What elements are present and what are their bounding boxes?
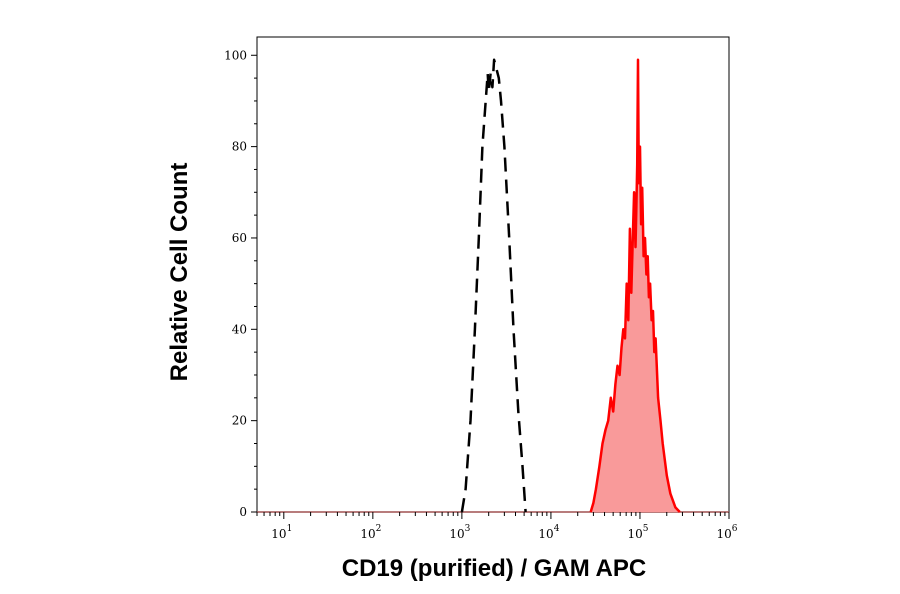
- control-histogram-line: [460, 58, 527, 513]
- y-tick-label: 0: [239, 505, 247, 519]
- sample-histogram-line: [589, 58, 681, 513]
- x-axis: 101 102 103 104 105 106: [256, 512, 738, 541]
- x-tick-label: 106: [716, 524, 737, 541]
- x-tick-label: 104: [538, 524, 559, 541]
- x-tick-label: 105: [627, 524, 648, 541]
- series-layer: [257, 58, 729, 513]
- x-axis-title: CD19 (purified) / GAM APC: [342, 555, 646, 582]
- x-tick-label: 103: [449, 524, 470, 541]
- y-tick-label: 20: [232, 414, 247, 428]
- y-tick-label: 100: [224, 48, 247, 62]
- y-axis: 0 20 40 60 80 100: [224, 48, 257, 519]
- y-tick-label: 80: [232, 140, 247, 154]
- y-tick-label: 40: [232, 322, 247, 336]
- x-tick-label: 101: [271, 524, 292, 541]
- y-axis-title: Relative Cell Count: [166, 163, 193, 382]
- y-tick-label: 60: [232, 231, 247, 245]
- x-tick-label: 102: [360, 524, 381, 541]
- sample-histogram-fill: [590, 59, 680, 513]
